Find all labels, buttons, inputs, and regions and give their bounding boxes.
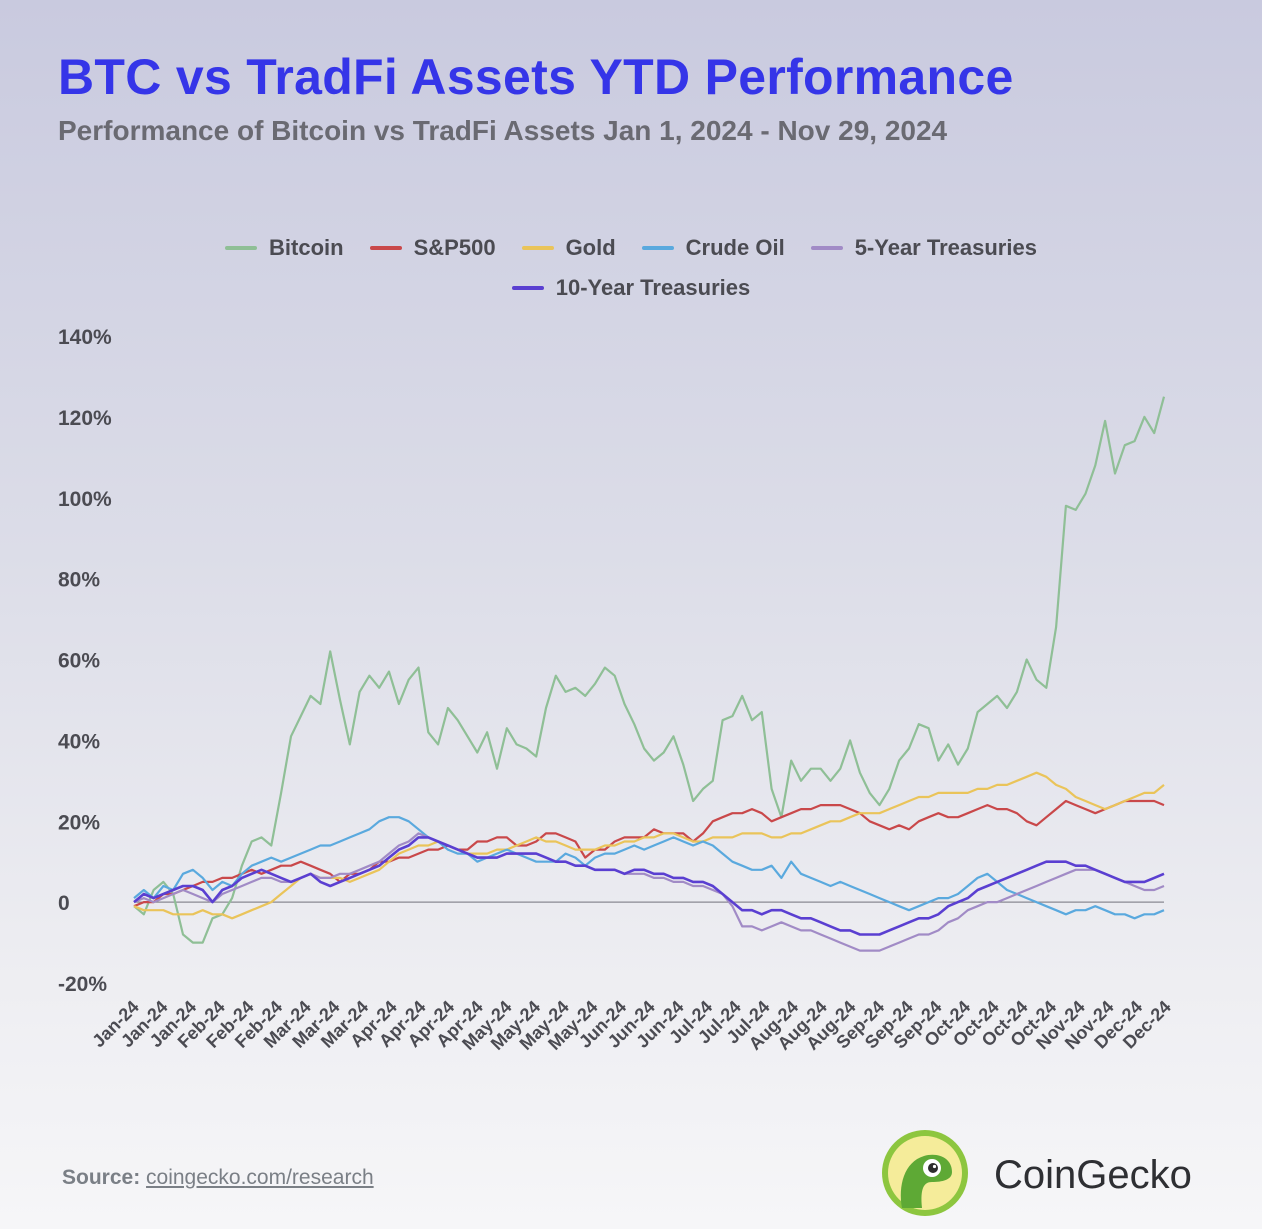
legend-label-gold: Gold: [565, 235, 616, 260]
legend-swatch-crude-oil: [641, 246, 674, 250]
legend-row-1: Bitcoin S&P500 Gold Crude Oil 5-Year Tre…: [0, 228, 1262, 268]
brand: CoinGecko: [880, 1128, 1192, 1223]
y-tick-label: 60%: [58, 650, 100, 673]
gecko-logo-icon: [880, 1128, 970, 1223]
legend-swatch-5-year-treasuries: [810, 246, 843, 250]
chart-title: BTC vs TradFi Assets YTD Performance: [58, 49, 1014, 105]
x-axis: Jan-24Jan-24Jan-24Feb-24Feb-24Feb-24Mar-…: [88, 997, 1174, 1054]
y-tick-label: 100%: [58, 488, 112, 511]
legend-label-sp500: S&P500: [413, 235, 496, 260]
brand-name: CoinGecko: [994, 1153, 1192, 1197]
legend-label-10-year-treasuries: 10-Year Treasuries: [555, 275, 751, 300]
legend-item-10-year-treasuries[interactable]: 10-Year Treasuries: [511, 275, 751, 301]
series-line-s-p500: [133, 799, 1165, 908]
legend-swatch-10-year-treasuries: [511, 286, 544, 290]
chart-subtitle: Performance of Bitcoin vs TradFi Assets …: [58, 115, 948, 146]
y-tick-label: 140%: [58, 326, 112, 349]
legend-label-5-year-treasuries: 5-Year Treasuries: [854, 235, 1037, 260]
legend-item-5-year-treasuries[interactable]: 5-Year Treasuries: [810, 235, 1037, 261]
series-lines: [133, 396, 1166, 952]
source-label: Source:: [62, 1166, 141, 1189]
legend-label-crude-oil: Crude Oil: [685, 235, 785, 260]
legend-item-sp500[interactable]: S&P500: [369, 235, 496, 261]
legend-row-2: 10-Year Treasuries: [0, 268, 1262, 308]
legend-item-bitcoin[interactable]: Bitcoin: [225, 235, 344, 261]
y-tick-label: 40%: [58, 730, 100, 753]
legend-swatch-sp500: [369, 246, 402, 250]
legend-item-crude-oil[interactable]: Crude Oil: [641, 235, 785, 261]
y-tick-label: 20%: [58, 811, 100, 834]
y-tick-label: 120%: [58, 407, 112, 430]
y-tick-label: 80%: [58, 569, 100, 592]
legend-label-bitcoin: Bitcoin: [269, 235, 344, 260]
legend-item-gold[interactable]: Gold: [521, 235, 616, 261]
y-tick-label: 0: [58, 892, 70, 915]
chart-legend: Bitcoin S&P500 Gold Crude Oil 5-Year Tre…: [0, 228, 1262, 308]
line-chart: 140% 120% 100% 80% 60% 40% 20% 0 -20% Jan-24Jan-…: [58, 326, 1175, 1054]
legend-swatch-gold: [521, 246, 554, 250]
source-note: Source: coingecko.com/research: [62, 1166, 374, 1190]
y-axis: 140% 120% 100% 80% 60% 40% 20% 0 -20%: [58, 326, 1164, 996]
series-line-bitcoin: [133, 396, 1166, 944]
source-link[interactable]: coingecko.com/research: [146, 1166, 374, 1189]
y-tick-label: -20%: [58, 973, 107, 996]
legend-swatch-bitcoin: [225, 246, 258, 250]
series-line-crude-oil: [133, 816, 1165, 920]
series-line-10-year-treasuries: [133, 836, 1165, 936]
